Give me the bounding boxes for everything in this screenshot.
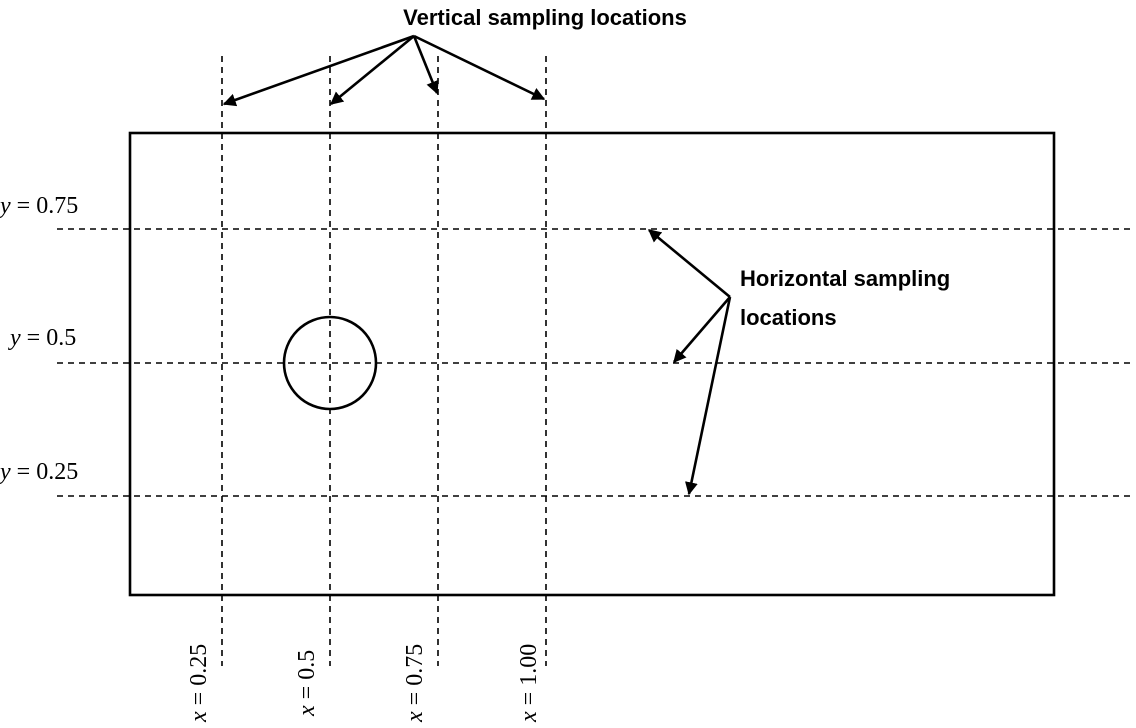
- label-x025-var: x: [186, 711, 212, 723]
- label-x05-eq: =: [294, 680, 320, 706]
- vertical-annotation-title: Vertical sampling locations: [403, 5, 687, 30]
- horizontal-annotation-title: Horizontal sampling locations: [740, 266, 956, 330]
- label-y025-eq: =: [11, 459, 37, 485]
- cylinder-obstacle: [282, 315, 378, 411]
- label-x05-var: x: [294, 705, 320, 717]
- vertical-arrow-x025: [222, 34, 415, 107]
- label-x05-value: 0.5: [294, 650, 320, 680]
- label-y025-value: 0.25: [36, 459, 78, 485]
- domain-boundary: [128, 131, 1056, 597]
- label-x075-eq: =: [402, 686, 428, 712]
- label-x100-var: x: [516, 711, 542, 723]
- vertical-arrow-x075: [412, 35, 439, 95]
- label-y075-var: y: [0, 193, 11, 219]
- label-y05-var: y: [8, 325, 21, 351]
- label-x075-value: 0.75: [402, 644, 428, 686]
- label-x075-var: x: [402, 711, 428, 723]
- label-y075-eq: =: [11, 193, 37, 219]
- horizontal-annotation-line2: locations: [740, 305, 837, 330]
- label-x025-eq: =: [186, 686, 212, 712]
- label-y05-eq: =: [21, 325, 47, 351]
- horizontal-arrow-y025: [685, 296, 732, 496]
- label-x100-value: 1.00: [516, 644, 542, 686]
- label-y05-value: 0.5: [46, 325, 76, 351]
- label-x100-eq: =: [516, 686, 542, 712]
- horizontal-arrow-y05: [673, 296, 731, 363]
- label-x025: x = 0.25: [186, 644, 212, 723]
- label-y075: y = 0.75: [0, 193, 78, 219]
- label-x025-value: 0.25: [186, 644, 212, 686]
- label-x075: x = 0.75: [402, 644, 428, 723]
- vertical-arrow-x05: [329, 34, 415, 106]
- horizontal-annotation-line1: Horizontal sampling: [740, 266, 950, 291]
- label-y025-var: y: [0, 459, 11, 485]
- label-x05: x = 0.5: [294, 650, 320, 717]
- label-y05: y = 0.5: [8, 325, 76, 351]
- label-y075-value: 0.75: [36, 193, 78, 219]
- horizontal-arrow-y075: [647, 228, 731, 299]
- vertical-arrow-x100: [413, 34, 546, 101]
- label-y025: y = 0.25: [0, 459, 78, 485]
- label-x100: x = 1.00: [516, 644, 542, 723]
